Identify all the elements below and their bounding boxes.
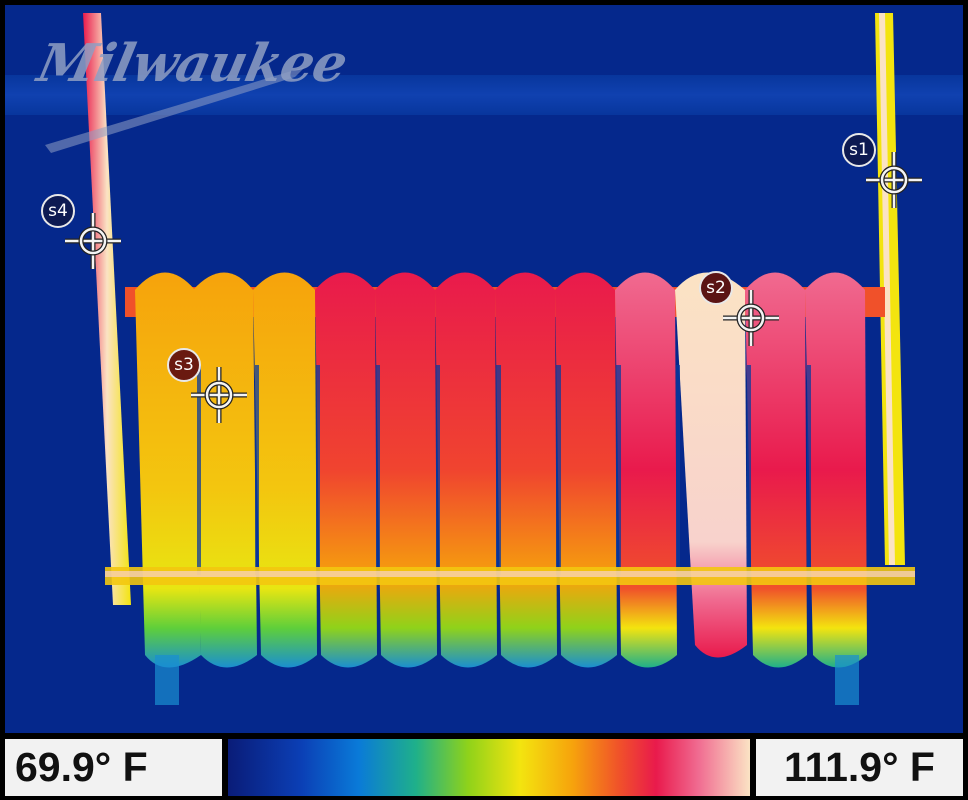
crosshair-icon xyxy=(723,290,779,346)
spot-marker-s4[interactable]: s4 xyxy=(41,194,121,269)
color-palette-bar xyxy=(228,739,750,796)
spot-badge-s3: s3 xyxy=(167,348,201,382)
crosshair-icon xyxy=(65,213,121,269)
scale-min-label: 69.9° F xyxy=(5,739,222,796)
crosshair-icon xyxy=(866,152,922,208)
temperature-scale: 69.9° F 111.9° F xyxy=(0,735,968,800)
brand-logo: Milwaukee xyxy=(27,33,352,153)
thermal-scene xyxy=(5,13,963,705)
spot-marker-s1[interactable]: s1 xyxy=(842,133,922,208)
spot-marker-s2[interactable]: s2 xyxy=(699,271,779,346)
spot-badge-s4: s4 xyxy=(41,194,75,228)
spot-badge-s2: s2 xyxy=(699,271,733,305)
scale-max-label: 111.9° F xyxy=(756,739,963,796)
brand-logo-text: Milwaukee xyxy=(32,33,353,94)
crosshair-icon xyxy=(191,367,247,423)
thermal-image: Milwaukee s1 s2 xyxy=(5,5,963,733)
spot-badge-s1: s1 xyxy=(842,133,876,167)
spot-marker-s3[interactable]: s3 xyxy=(167,348,247,423)
